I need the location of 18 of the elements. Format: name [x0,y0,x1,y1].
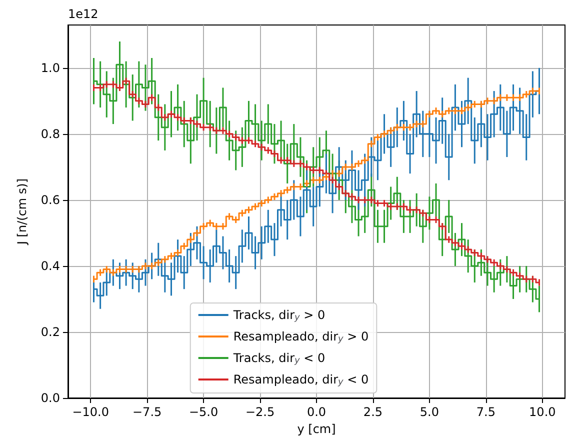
y-tick-label: 0.2 [40,324,60,339]
y-tick-label: 1.0 [40,60,60,75]
x-axis-title: y [cm] [297,422,336,436]
x-tick-label: −5.0 [188,405,218,419]
x-tick-label: −7.5 [132,405,162,419]
x-tick-label: 0.0 [306,405,326,419]
y-axis-title: J [n/(cm s)] [15,178,29,246]
x-tick-label: 5.0 [420,405,439,419]
text: 1e12 [68,7,98,21]
x-tick-label: −2.5 [245,405,275,419]
x-tick-label: 7.5 [476,405,496,419]
y-tick-label: 0.8 [40,126,60,141]
x-tick-label: 10.0 [529,405,556,419]
y-tick-label: 0.6 [40,192,60,207]
y-tick-label: 0.4 [40,258,60,273]
x-tick-label: −10.0 [72,405,109,419]
x-tick-label: 2.5 [363,405,383,419]
y-tick-label: 0.0 [40,391,60,405]
